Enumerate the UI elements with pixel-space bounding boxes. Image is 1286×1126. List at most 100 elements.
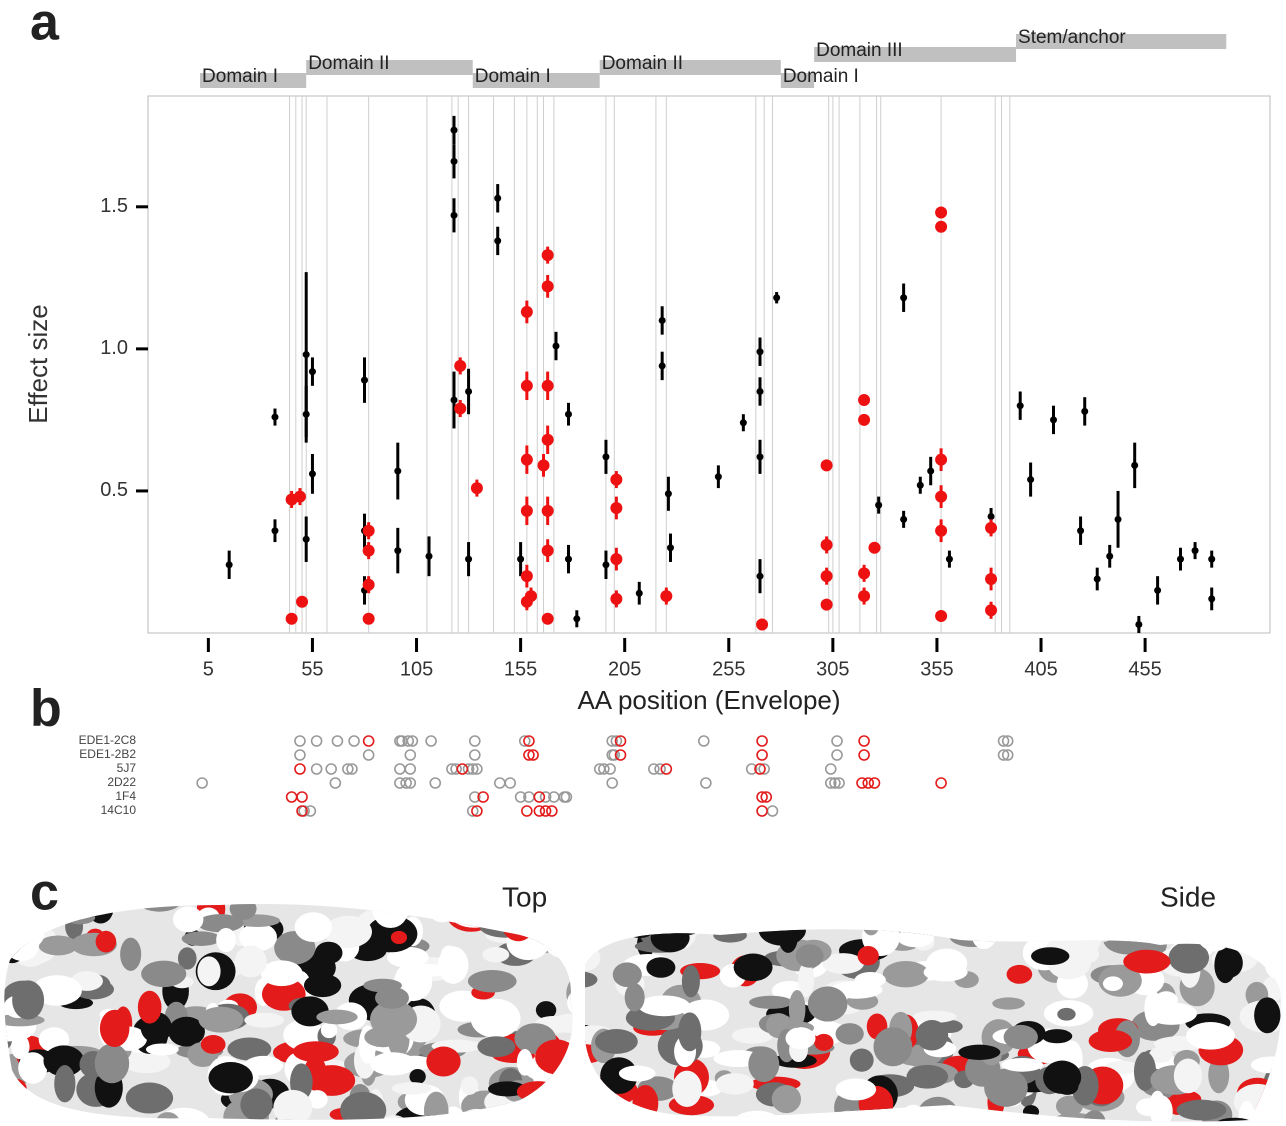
site-marker [935, 777, 947, 789]
point [945, 555, 953, 563]
surface-patch [426, 1046, 461, 1077]
domain-label: Stem/anchor [1018, 27, 1126, 48]
surface-patch [208, 1062, 253, 1094]
surface-patch [240, 1088, 273, 1120]
point [360, 376, 368, 384]
surface-patch [1001, 1057, 1044, 1072]
surface-patch [437, 946, 469, 984]
domain-bar [599, 60, 781, 75]
point [271, 527, 279, 535]
surface-patch [1149, 1046, 1173, 1063]
surface-patch [227, 1037, 272, 1061]
site-marker [766, 805, 779, 817]
domain-label: Domain II [308, 53, 389, 74]
surface-patch [423, 1091, 449, 1120]
site-marker [604, 763, 616, 775]
surface-patch [125, 1082, 174, 1114]
surface-patch [460, 1076, 479, 1095]
site-marker [831, 735, 843, 747]
point [1114, 515, 1122, 523]
site-marker [758, 763, 770, 775]
surface-patch [356, 904, 388, 908]
x-axis-title: AA position (Envelope) [577, 685, 840, 715]
point [537, 459, 550, 472]
surface-patch [1145, 1002, 1197, 1025]
surface-patch [168, 1016, 205, 1047]
domain-bar [814, 47, 1017, 62]
site-marker [756, 805, 768, 817]
surface-patch [1256, 929, 1274, 951]
surface-patch [468, 904, 501, 917]
site-marker [294, 763, 306, 775]
surface-patch [835, 1078, 877, 1101]
site-marker [518, 735, 531, 747]
surface-patch [594, 1029, 638, 1054]
point [425, 552, 433, 560]
surface-patch [197, 956, 221, 987]
surface-patch [200, 1035, 226, 1054]
point [394, 467, 402, 475]
x-tick-label: 255 [712, 658, 745, 680]
site-marker [754, 763, 766, 775]
site-marker [466, 805, 479, 817]
site-marker [404, 749, 417, 761]
site-marker [523, 735, 535, 747]
site-marker [346, 763, 358, 775]
site-marker [829, 777, 841, 789]
site-marker [310, 763, 323, 775]
surface-patch [1135, 1098, 1163, 1117]
point [1093, 575, 1101, 583]
point [520, 305, 533, 318]
antibody-label: 14C10 [101, 803, 137, 817]
point [302, 535, 310, 543]
surface-patch [12, 914, 32, 930]
point [900, 515, 908, 523]
point [541, 379, 554, 392]
surface-patch [5, 928, 40, 962]
site-marker [697, 735, 710, 747]
protein-surface-side [585, 929, 1281, 1122]
point [520, 379, 533, 392]
site-marker [648, 763, 660, 775]
surface-patch [214, 904, 245, 905]
surface-patch [409, 1069, 426, 1085]
surface-patch [1203, 929, 1253, 931]
surface-patch [7, 904, 28, 916]
point [756, 348, 764, 356]
point [552, 342, 560, 350]
surface-patch [94, 1043, 130, 1084]
surface-patch [32, 975, 82, 1006]
surface-patch [1003, 1024, 1038, 1050]
surface-patch [1274, 1112, 1281, 1122]
surface-patch [64, 910, 96, 925]
surface-patch [912, 929, 957, 930]
plot-frame [147, 95, 1271, 634]
surface-patch [387, 946, 429, 968]
site-marker [608, 749, 621, 761]
surface-patch [1096, 929, 1113, 942]
surface-patch [666, 1115, 709, 1122]
site-marker [450, 763, 462, 775]
site-marker [285, 791, 298, 803]
point [564, 410, 572, 418]
site-marker [469, 735, 481, 747]
surface-patch [906, 1064, 949, 1089]
point [1016, 402, 1024, 410]
point [517, 555, 525, 563]
x-tick-label: 155 [504, 658, 537, 680]
point [756, 618, 769, 631]
surface-patch [38, 935, 78, 956]
point [362, 544, 375, 557]
point [602, 561, 610, 569]
surface-patch [106, 904, 137, 910]
surface-patch [156, 1112, 180, 1120]
point [525, 590, 538, 603]
surface-patch [585, 944, 601, 971]
surface-patch [678, 1012, 702, 1052]
surface-patch [273, 1089, 313, 1120]
point [714, 473, 722, 481]
point [927, 467, 935, 475]
surface-patch [795, 944, 824, 968]
point [362, 578, 375, 591]
surface-patch [822, 953, 865, 974]
